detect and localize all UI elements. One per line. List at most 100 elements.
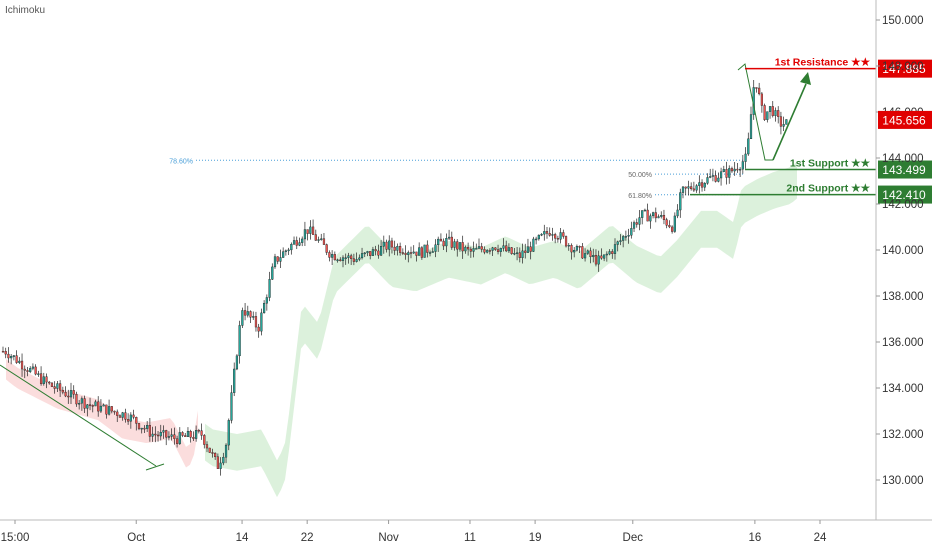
candle-body [785, 119, 788, 125]
candle-body [224, 444, 228, 458]
support-resistance-levels: 1st Resistance ★★ 147.885 1st Support ★★ 14… [690, 57, 932, 204]
candle-body [197, 430, 200, 432]
candle-body [475, 248, 478, 250]
candle-body [719, 171, 723, 179]
candle-body [132, 414, 135, 418]
candle-body [295, 240, 298, 246]
candle-body [135, 417, 138, 424]
candle-body [496, 249, 500, 252]
candle-body [360, 253, 364, 259]
candle-body [529, 246, 532, 252]
candle-body [545, 231, 549, 234]
candle-body [113, 410, 116, 413]
candle-body [409, 252, 413, 254]
candle-body [173, 434, 176, 439]
candle-body [472, 248, 475, 252]
candle-body [167, 436, 171, 438]
price-tag [878, 160, 932, 179]
y-tick-label: 136.000 [882, 337, 924, 349]
candle-body [205, 444, 209, 449]
fib-label: 61.80% [628, 193, 652, 200]
candle-body [263, 303, 266, 314]
downtrend-line [0, 364, 157, 467]
candle-body [317, 239, 320, 241]
candle-body [480, 246, 483, 250]
candle-body [736, 168, 739, 171]
candle-body [64, 391, 67, 397]
candle-body [638, 217, 641, 225]
candle-body [127, 419, 130, 422]
time-axis: 15:00 Oct 14 22 Nov 11 19 Dec 16 24 [0, 519, 932, 544]
candle-body [755, 87, 758, 89]
candle-body [75, 394, 78, 405]
candle-body [393, 246, 396, 251]
candle-body [396, 246, 399, 251]
candle-body [61, 390, 64, 393]
candle-body [233, 368, 236, 393]
candle-body [26, 370, 29, 372]
candle-body [467, 246, 470, 250]
candle-body [679, 192, 682, 211]
candle-body [282, 251, 285, 258]
candle-body [619, 240, 622, 242]
price-tag-label: 143.499 [882, 163, 926, 177]
y-tick-label: 142.000 [882, 199, 924, 211]
candle-body [494, 247, 497, 250]
x-tick-label: 16 [748, 532, 761, 544]
candle-body [622, 236, 625, 241]
candle-body [118, 415, 122, 418]
candle-body [581, 246, 584, 259]
candle-body [630, 228, 633, 236]
candle-body [450, 236, 453, 248]
candle-body [222, 456, 225, 464]
x-tick-label: 11 [464, 532, 476, 544]
candle-body [137, 423, 141, 429]
support-label: 1st Support ★★ [790, 158, 871, 170]
candle-body [597, 255, 600, 265]
candle-body [48, 381, 51, 384]
candle-body [311, 226, 315, 235]
y-tick-label: 132.000 [882, 429, 924, 441]
candle-body [570, 245, 573, 253]
candle-body [306, 229, 309, 234]
candle-body [260, 312, 263, 332]
bull-cloud [205, 161, 797, 498]
candle-body [603, 254, 606, 259]
candle-body [178, 432, 181, 444]
candle-body [175, 438, 179, 444]
candle-body [447, 236, 451, 239]
candle-body [537, 234, 540, 240]
candle-body [616, 241, 619, 245]
candle-body [268, 279, 271, 298]
candle-body [129, 414, 132, 422]
candle-body [649, 215, 652, 222]
candle-body [442, 240, 445, 247]
candle-body [559, 232, 562, 240]
candle-body [303, 229, 307, 240]
candle-body [72, 390, 75, 395]
candle-body [154, 433, 157, 436]
candle-body [524, 250, 527, 253]
candle-body [388, 240, 391, 250]
candle-body [186, 431, 190, 437]
candle-body [643, 209, 647, 212]
candle-body [499, 248, 502, 252]
candle-body [88, 404, 92, 406]
candle-body [700, 182, 704, 188]
arrow-head [800, 72, 811, 85]
candle-body [641, 210, 644, 218]
candle-body [657, 216, 660, 219]
support-label: 2nd Support ★★ [786, 183, 870, 195]
candle-body [592, 254, 595, 258]
candle-body [437, 238, 440, 246]
candle-body [69, 390, 73, 398]
price-axis: 130.000 132.000 134.000 136.000 138.000 140.0… [875, 0, 932, 520]
candle-body [1, 351, 5, 353]
candle-body [328, 252, 331, 258]
candle-body [238, 325, 241, 357]
candle-body [243, 310, 247, 316]
candle-body [578, 246, 581, 248]
candle-body [80, 398, 83, 404]
candle-body [59, 383, 62, 391]
